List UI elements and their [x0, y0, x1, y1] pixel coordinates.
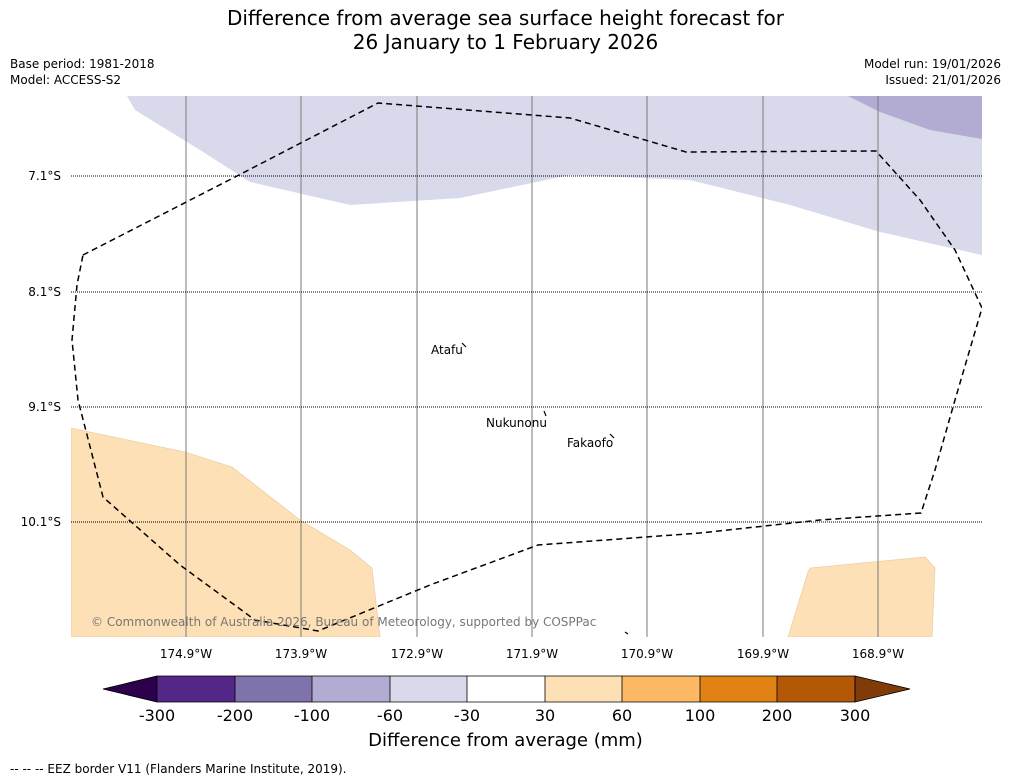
chart-title: Difference from average sea surface heig…	[0, 6, 1011, 54]
title-line-1: Difference from average sea surface heig…	[226, 6, 785, 30]
swains-island	[624, 631, 629, 635]
colorbar-tick: 60	[612, 706, 632, 725]
colorbar-tick-labels: -300 -200 -100 -60 -30 30 60 100 200 300	[139, 706, 870, 725]
lon-label: 173.9°W	[275, 647, 327, 661]
colorbar-segment	[390, 676, 467, 702]
colorbar-tick: -200	[217, 706, 253, 725]
colorbar-extension-max	[854, 675, 911, 703]
colorbar-tick: -300	[139, 706, 175, 725]
issued-date: Issued: 21/01/2026	[885, 73, 1001, 87]
colorbar-tick: -60	[377, 706, 403, 725]
fakaofo-island	[609, 433, 615, 439]
lon-label: 172.9°W	[391, 647, 443, 661]
meridian-lines	[185, 96, 879, 637]
atafu-island	[461, 342, 467, 348]
colorbar-tick: 200	[762, 706, 793, 725]
anomaly-region-plus-30-60-east	[787, 556, 936, 637]
colorbar-segment	[235, 676, 312, 702]
colorbar-segment	[777, 676, 855, 702]
anomaly-region-plus-30-60-west	[71, 427, 381, 637]
place-label-fakaofo: Fakaofo	[567, 436, 613, 450]
place-label-nukunonu: Nukunonu	[486, 416, 547, 430]
place-label-atafu: Atafu	[431, 343, 463, 357]
lon-label: 169.9°W	[737, 647, 789, 661]
model-run: Model run: 19/01/2026	[863, 57, 1001, 71]
colorbar-title: Difference from average (mm)	[368, 730, 643, 751]
colorbar-segment	[157, 676, 235, 702]
longitude-labels: 174.9°W 173.9°W 172.9°W 171.9°W 170.9°W …	[160, 647, 904, 661]
lon-label: 168.9°W	[852, 647, 904, 661]
lat-label: 7.1°S	[28, 169, 61, 183]
colorbar-tick: 100	[685, 706, 716, 725]
colorbar-tick: -30	[454, 706, 480, 725]
eez-legend-note: -- -- -- EEZ border V11 (Flanders Marine…	[10, 762, 347, 776]
anomaly-region-minus-60-100	[848, 96, 982, 139]
lon-label: 170.9°W	[621, 647, 673, 661]
anomaly-region-minus-30-60	[127, 96, 982, 255]
title-line-2: 26 January to 1 February 2026	[352, 30, 659, 54]
colorbar-extension-min	[102, 675, 158, 703]
eez-border	[71, 102, 982, 632]
meta-right: Model run: 19/01/2026 Issued: 21/01/2026	[864, 56, 1001, 88]
map-area: Atafu Nukunonu Fakaofo © Commonwealth of…	[71, 96, 982, 637]
lon-label: 174.9°W	[160, 647, 212, 661]
latitude-labels: 7.1°S 8.1°S 9.1°S 10.1°S	[21, 169, 61, 529]
colorbar-tick: -100	[294, 706, 330, 725]
colorbar-tick: 300	[840, 706, 871, 725]
colorbar-segment	[312, 676, 390, 702]
meta-left: Base period: 1981-2018 Model: ACCESS-S2	[10, 56, 155, 88]
colorbar-segment	[545, 676, 622, 702]
lat-label: 9.1°S	[28, 400, 61, 414]
colorbar-segment	[700, 676, 777, 702]
colorbar-segment	[622, 676, 700, 702]
colorbar: -300 -200 -100 -60 -30 30 60 100 200 300	[102, 675, 911, 725]
lat-label: 10.1°S	[21, 515, 61, 529]
islands	[461, 342, 629, 635]
lon-label: 171.9°W	[506, 647, 558, 661]
lat-label: 8.1°S	[28, 285, 61, 299]
copyright-text: © Commonwealth of Australia 2026, Bureau…	[91, 615, 596, 629]
colorbar-segment	[467, 676, 545, 702]
nukunonu-island	[543, 410, 547, 417]
model-name: Model: ACCESS-S2	[10, 73, 122, 87]
colorbar-tick: 30	[535, 706, 555, 725]
base-period: Base period: 1981-2018	[10, 57, 155, 71]
